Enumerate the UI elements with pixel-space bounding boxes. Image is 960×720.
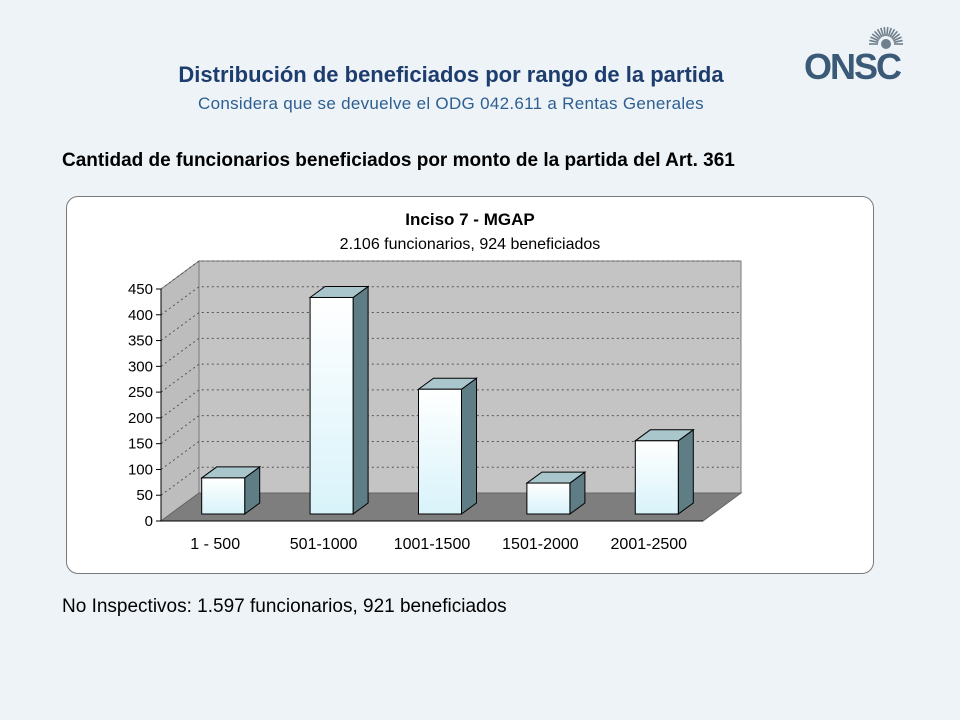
bar-side [461, 377, 477, 515]
bar [201, 477, 246, 515]
y-tick-label: 350 [128, 333, 153, 350]
bar-chart: Inciso 7 - MGAP 2.106 funcionarios, 924 … [128, 210, 743, 553]
gridline [160, 466, 741, 496]
footer-text: No Inspectivos: 1.597 funcionarios, 921 … [62, 596, 507, 617]
x-tick-label: 1001-1500 [394, 536, 471, 553]
chart-frame: Inciso 7 - MGAP 2.106 funcionarios, 924 … [66, 196, 874, 574]
y-tick-label: 400 [128, 307, 153, 324]
gridline [160, 440, 741, 470]
x-tick-label: 501-1000 [290, 536, 358, 553]
sunburst-icon [869, 27, 903, 49]
gridline [160, 312, 741, 341]
gridline [160, 260, 741, 290]
onsc-logo: ONSC [804, 22, 936, 90]
y-tick-label: 0 [145, 513, 153, 530]
bar-side [677, 428, 694, 515]
section-heading: Cantidad de funcionarios beneficiados po… [62, 150, 735, 171]
y-tick-label: 100 [128, 461, 153, 478]
slide-subtitle: Considera que se devuelve el ODG 042.611… [198, 94, 704, 113]
bar [634, 440, 679, 515]
logo-text: ONSC [804, 46, 902, 87]
x-tick-label: 1501-2000 [502, 536, 579, 553]
gridline [160, 337, 741, 367]
x-tick-label: 2001-2500 [611, 536, 688, 553]
gridline [160, 286, 741, 316]
gridline [160, 389, 741, 419]
chart-side-wall [160, 260, 200, 522]
bar-side [352, 285, 369, 515]
slide-title: Distribución de beneficiados por rango d… [178, 62, 724, 87]
y-tick-label: 50 [136, 487, 153, 504]
y-tick-label: 300 [128, 358, 153, 375]
y-tick-label: 450 [128, 281, 153, 298]
bar [418, 388, 462, 515]
chart-title: Inciso 7 - MGAP [405, 210, 534, 229]
x-tick-label: 1 - 500 [190, 536, 240, 553]
y-tick-label: 250 [128, 384, 153, 401]
chart-subtitle: 2.106 funcionarios, 924 beneficiados [340, 236, 601, 253]
bar [526, 482, 571, 515]
y-tick-label: 150 [128, 436, 153, 453]
y-tick-label: 200 [128, 410, 153, 427]
bar [309, 296, 354, 515]
gridline [160, 363, 741, 393]
gridline [160, 415, 741, 445]
